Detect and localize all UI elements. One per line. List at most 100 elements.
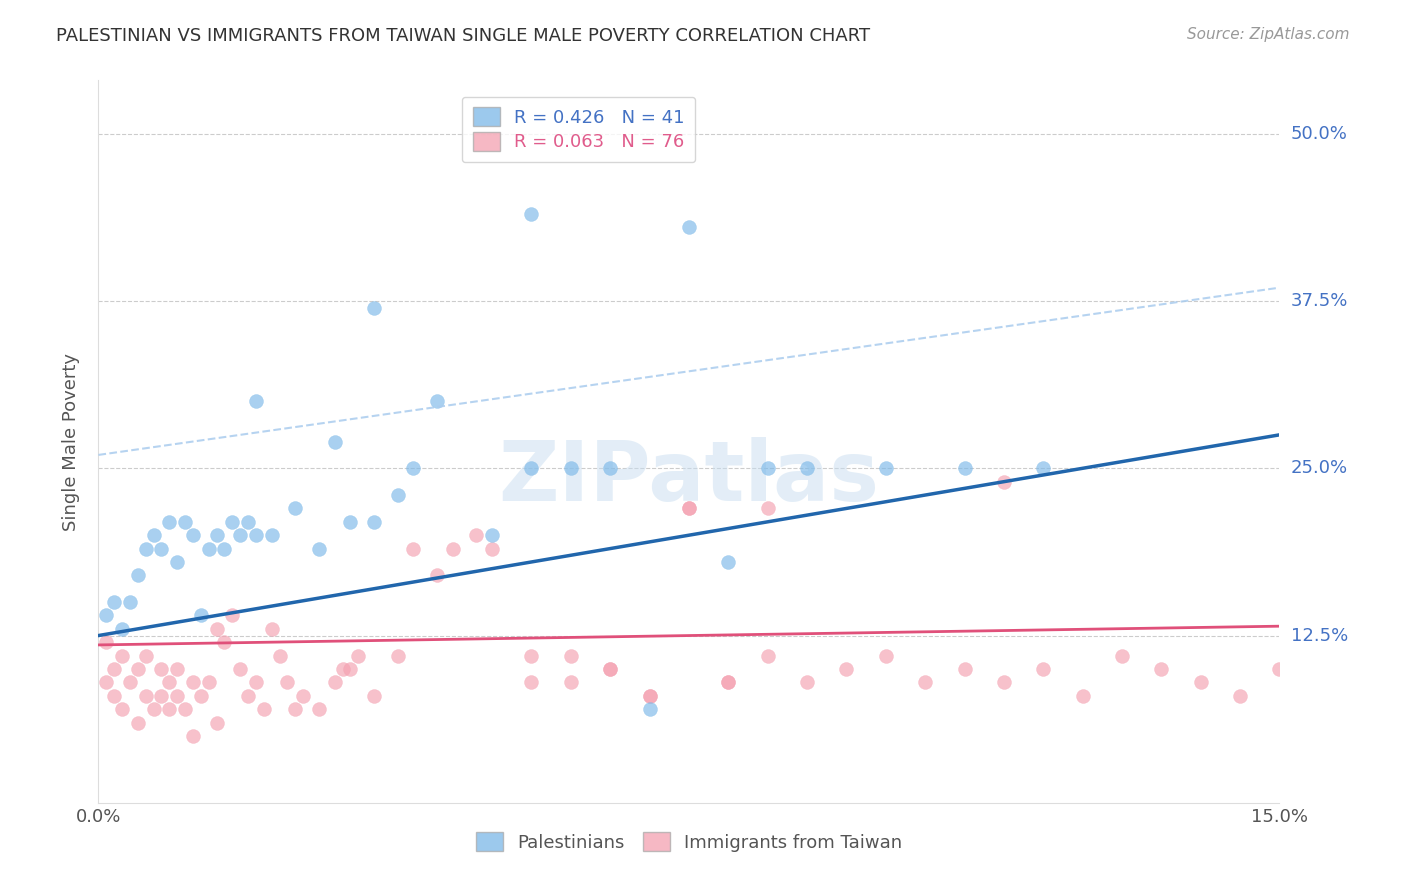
Point bbox=[142, 528, 165, 542]
Point bbox=[197, 541, 219, 556]
Point bbox=[214, 635, 236, 649]
Point bbox=[96, 608, 118, 623]
Point bbox=[339, 662, 361, 676]
Point bbox=[197, 675, 219, 690]
Point bbox=[465, 528, 488, 542]
Point bbox=[796, 675, 818, 690]
Point bbox=[638, 689, 661, 703]
Point bbox=[1150, 662, 1173, 676]
Point bbox=[481, 528, 503, 542]
Point bbox=[402, 541, 425, 556]
Point bbox=[190, 608, 212, 623]
Point bbox=[174, 515, 197, 529]
Point bbox=[339, 515, 361, 529]
Point bbox=[560, 675, 582, 690]
Point bbox=[166, 555, 188, 569]
Point bbox=[756, 461, 779, 475]
Point bbox=[127, 568, 149, 582]
Point bbox=[387, 648, 409, 663]
Point bbox=[127, 662, 149, 676]
Text: 12.5%: 12.5% bbox=[1291, 626, 1348, 645]
Point bbox=[953, 461, 976, 475]
Point bbox=[835, 662, 858, 676]
Point bbox=[363, 301, 385, 315]
Point bbox=[118, 675, 141, 690]
Point bbox=[284, 501, 307, 516]
Point bbox=[276, 675, 298, 690]
Point bbox=[221, 515, 243, 529]
Point bbox=[181, 675, 204, 690]
Text: Source: ZipAtlas.com: Source: ZipAtlas.com bbox=[1187, 27, 1350, 42]
Point bbox=[1032, 461, 1054, 475]
Point bbox=[717, 675, 740, 690]
Point bbox=[236, 689, 259, 703]
Point bbox=[953, 662, 976, 676]
Point bbox=[638, 689, 661, 703]
Point bbox=[103, 595, 125, 609]
Point bbox=[166, 662, 188, 676]
Point bbox=[678, 220, 700, 235]
Point bbox=[402, 461, 425, 475]
Point bbox=[111, 648, 134, 663]
Point bbox=[135, 689, 157, 703]
Point bbox=[181, 528, 204, 542]
Point bbox=[441, 541, 464, 556]
Point bbox=[118, 595, 141, 609]
Point bbox=[308, 702, 330, 716]
Point bbox=[111, 622, 134, 636]
Point bbox=[245, 394, 267, 409]
Point bbox=[150, 541, 173, 556]
Point bbox=[142, 702, 165, 716]
Point bbox=[363, 515, 385, 529]
Text: 37.5%: 37.5% bbox=[1291, 292, 1348, 310]
Point bbox=[993, 675, 1015, 690]
Point bbox=[236, 515, 259, 529]
Point bbox=[127, 715, 149, 730]
Point bbox=[103, 689, 125, 703]
Point bbox=[157, 515, 180, 529]
Point bbox=[135, 648, 157, 663]
Point bbox=[599, 662, 621, 676]
Point bbox=[190, 689, 212, 703]
Point bbox=[150, 662, 173, 676]
Point bbox=[166, 689, 188, 703]
Point bbox=[214, 541, 236, 556]
Text: 25.0%: 25.0% bbox=[1291, 459, 1348, 477]
Point bbox=[1229, 689, 1251, 703]
Point bbox=[1189, 675, 1212, 690]
Legend: Palestinians, Immigrants from Taiwan: Palestinians, Immigrants from Taiwan bbox=[468, 825, 910, 859]
Point bbox=[292, 689, 315, 703]
Point bbox=[993, 475, 1015, 489]
Point bbox=[205, 528, 228, 542]
Point bbox=[756, 501, 779, 516]
Point bbox=[245, 528, 267, 542]
Point bbox=[560, 648, 582, 663]
Point bbox=[157, 675, 180, 690]
Point bbox=[481, 541, 503, 556]
Point bbox=[1111, 648, 1133, 663]
Point bbox=[796, 461, 818, 475]
Text: 50.0%: 50.0% bbox=[1291, 125, 1347, 143]
Point bbox=[269, 648, 291, 663]
Point bbox=[205, 715, 228, 730]
Point bbox=[174, 702, 197, 716]
Point bbox=[205, 622, 228, 636]
Point bbox=[914, 675, 936, 690]
Point bbox=[678, 501, 700, 516]
Point bbox=[323, 434, 346, 449]
Point bbox=[103, 662, 125, 676]
Point bbox=[150, 689, 173, 703]
Y-axis label: Single Male Poverty: Single Male Poverty bbox=[62, 352, 80, 531]
Point bbox=[520, 461, 543, 475]
Point bbox=[96, 675, 118, 690]
Point bbox=[717, 555, 740, 569]
Point bbox=[426, 568, 449, 582]
Point bbox=[875, 461, 897, 475]
Point bbox=[229, 662, 252, 676]
Point bbox=[520, 207, 543, 221]
Point bbox=[323, 675, 346, 690]
Point bbox=[599, 662, 621, 676]
Point bbox=[1071, 689, 1094, 703]
Point bbox=[1268, 662, 1291, 676]
Point bbox=[96, 635, 118, 649]
